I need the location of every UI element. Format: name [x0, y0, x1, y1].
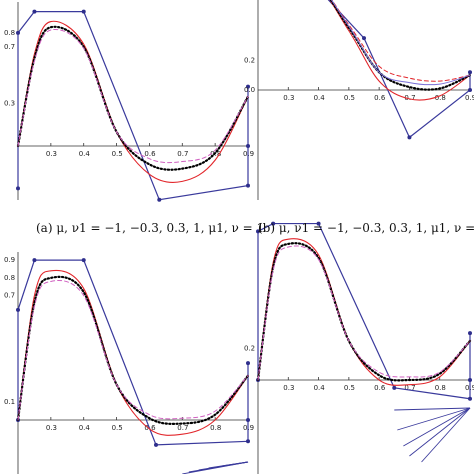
- x-tick-label: 0.8: [210, 424, 221, 432]
- fan-line: [394, 407, 471, 411]
- control-point: [316, 221, 321, 226]
- y-tick-label: 0.2: [244, 345, 255, 353]
- control-point: [32, 9, 37, 14]
- curve-blue-solid: [330, 0, 471, 86]
- control-point: [468, 70, 472, 75]
- control-point: [246, 418, 250, 422]
- y-tick-label: 0.7: [4, 292, 15, 300]
- x-tick-label: 0.6: [374, 94, 386, 102]
- control-point: [468, 378, 472, 382]
- y-tick-label: 0.8: [4, 274, 15, 282]
- control-point: [362, 36, 366, 41]
- curve-black-dotted: [16, 25, 250, 171]
- y-tick-label: 0.3: [4, 100, 15, 108]
- y-tick-label: 0.9: [4, 256, 15, 264]
- control-polygon: [257, 222, 471, 400]
- curve-black-dotted: [256, 242, 472, 382]
- fan-line: [409, 407, 471, 457]
- control-point: [468, 88, 472, 92]
- control-point: [271, 221, 276, 226]
- x-tick-label: 0.4: [79, 424, 91, 432]
- x-tick-label: 0.6: [374, 384, 386, 392]
- panel-b: 0.3 0.4 0.5 0.6 0.7 0.8 0.9 0.2 0.0: [244, 0, 474, 200]
- caption-b: (b) μ, ν1 = −1, −0.3, 0.3, 1, μ1, ν = −1: [258, 221, 474, 235]
- fan-line: [403, 407, 471, 447]
- x-tick-label: 0.5: [112, 424, 123, 432]
- curve-pink-dashed: [17, 280, 249, 421]
- x-tick-label: 0.3: [46, 424, 57, 432]
- x-tick-label: 0.3: [283, 94, 294, 102]
- x-tick-label: 0.4: [314, 384, 326, 392]
- curve-pink-dashed: [17, 29, 249, 164]
- y-tick-label: 0.8: [4, 29, 15, 37]
- control-polygon: [17, 259, 249, 446]
- control-point: [154, 442, 158, 447]
- curve-red-solid: [329, 0, 471, 101]
- y-tick-label: 0.2: [244, 56, 255, 64]
- x-tick-label: 0.6: [144, 150, 156, 158]
- curve-black-dotted: [16, 275, 250, 425]
- panel-d: 0.3 0.4 0.5 0.6 0.7 0.8 0.90.2: [244, 221, 474, 474]
- control-point: [246, 84, 250, 89]
- x-tick-label: 0.3: [283, 384, 294, 392]
- curve-pink-dashed: [257, 245, 471, 381]
- x-tick-label: 0.8: [435, 384, 446, 392]
- x-tick-label: 0.5: [344, 94, 355, 102]
- control-point: [246, 439, 250, 444]
- control-point: [32, 258, 37, 263]
- caption-a: (a) μ, ν1 = −1, −0.3, 0.3, 1, μ1, ν = 1: [36, 221, 264, 235]
- fan-line: [397, 407, 471, 431]
- control-polygon: [17, 11, 249, 201]
- panel-a: 0.3 0.4 0.5 0.6 0.7 0.8 0.90.80.70.3: [4, 2, 254, 202]
- x-tick-label: 0.8: [435, 94, 446, 102]
- control-point: [392, 385, 397, 390]
- curve-red-dashed: [331, 0, 471, 82]
- control-point: [407, 135, 412, 140]
- control-point: [157, 197, 162, 202]
- x-tick-label: 0.9: [465, 94, 474, 102]
- control-point: [246, 361, 250, 366]
- y-tick-label: 0.1: [4, 398, 15, 406]
- control-point: [16, 307, 20, 312]
- control-point: [81, 9, 86, 14]
- curve-red-solid: [17, 20, 249, 183]
- x-tick-label: 0.5: [344, 384, 355, 392]
- x-tick-label: 0.7: [177, 150, 188, 158]
- fan-line: [421, 407, 471, 463]
- x-tick-label: 0.7: [404, 384, 415, 392]
- control-point: [16, 30, 20, 35]
- x-tick-label: 0.4: [314, 94, 326, 102]
- x-tick-label: 0.3: [46, 150, 57, 158]
- control-point: [256, 229, 260, 234]
- control-point: [16, 186, 20, 191]
- x-tick-label: 0.5: [112, 150, 123, 158]
- curve-red-solid: [17, 269, 249, 436]
- curve-black-dotted: [329, 0, 472, 91]
- control-point: [468, 331, 472, 336]
- x-tick-label: 0.4: [79, 150, 91, 158]
- control-point: [246, 144, 250, 148]
- fan-line: [221, 461, 249, 467]
- control-point: [468, 396, 472, 401]
- x-tick-label: 0.7: [404, 94, 415, 102]
- y-tick-label: 0.7: [4, 43, 15, 51]
- control-point: [81, 258, 86, 263]
- panel-c: 0.3 0.4 0.5 0.6 0.7 0.8 0.90.90.80.70.1: [4, 252, 254, 474]
- control-polygon: [327, 0, 471, 139]
- x-tick-label: 0.7: [177, 424, 188, 432]
- y-tick-label: 0.0: [244, 86, 255, 94]
- control-point: [246, 183, 250, 188]
- x-tick-label: 0.6: [144, 424, 156, 432]
